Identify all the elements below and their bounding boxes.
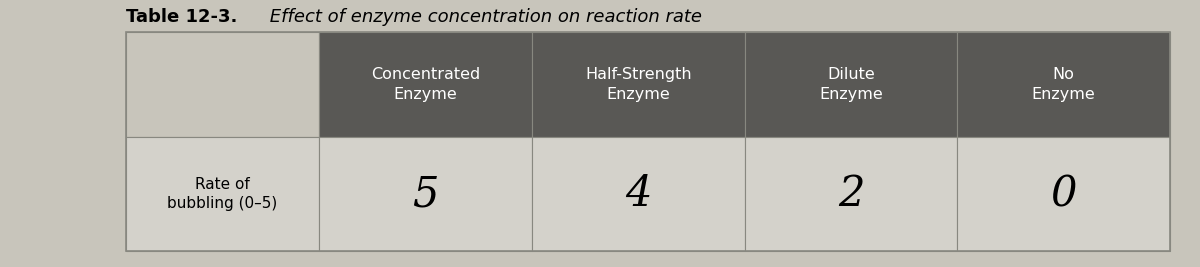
Text: Dilute
Enzyme: Dilute Enzyme (820, 68, 883, 102)
FancyBboxPatch shape (319, 137, 532, 251)
Text: Effect of enzyme concentration on reaction rate: Effect of enzyme concentration on reacti… (264, 8, 702, 26)
Text: Concentrated
Enzyme: Concentrated Enzyme (371, 68, 480, 102)
Text: Table 12-3.: Table 12-3. (126, 8, 238, 26)
Text: 2: 2 (838, 173, 864, 215)
FancyBboxPatch shape (532, 32, 744, 137)
Text: Rate of
bubbling (0–5): Rate of bubbling (0–5) (168, 177, 277, 211)
Text: 0: 0 (1050, 173, 1076, 215)
Text: 5: 5 (413, 173, 439, 215)
FancyBboxPatch shape (744, 32, 958, 137)
FancyBboxPatch shape (744, 137, 958, 251)
Text: Half-Strength
Enzyme: Half-Strength Enzyme (584, 68, 691, 102)
FancyBboxPatch shape (126, 32, 319, 137)
FancyBboxPatch shape (958, 32, 1170, 137)
FancyBboxPatch shape (126, 137, 319, 251)
FancyBboxPatch shape (958, 137, 1170, 251)
FancyBboxPatch shape (532, 137, 744, 251)
FancyBboxPatch shape (319, 32, 532, 137)
Text: 4: 4 (625, 173, 652, 215)
Text: No
Enzyme: No Enzyme (1032, 68, 1096, 102)
